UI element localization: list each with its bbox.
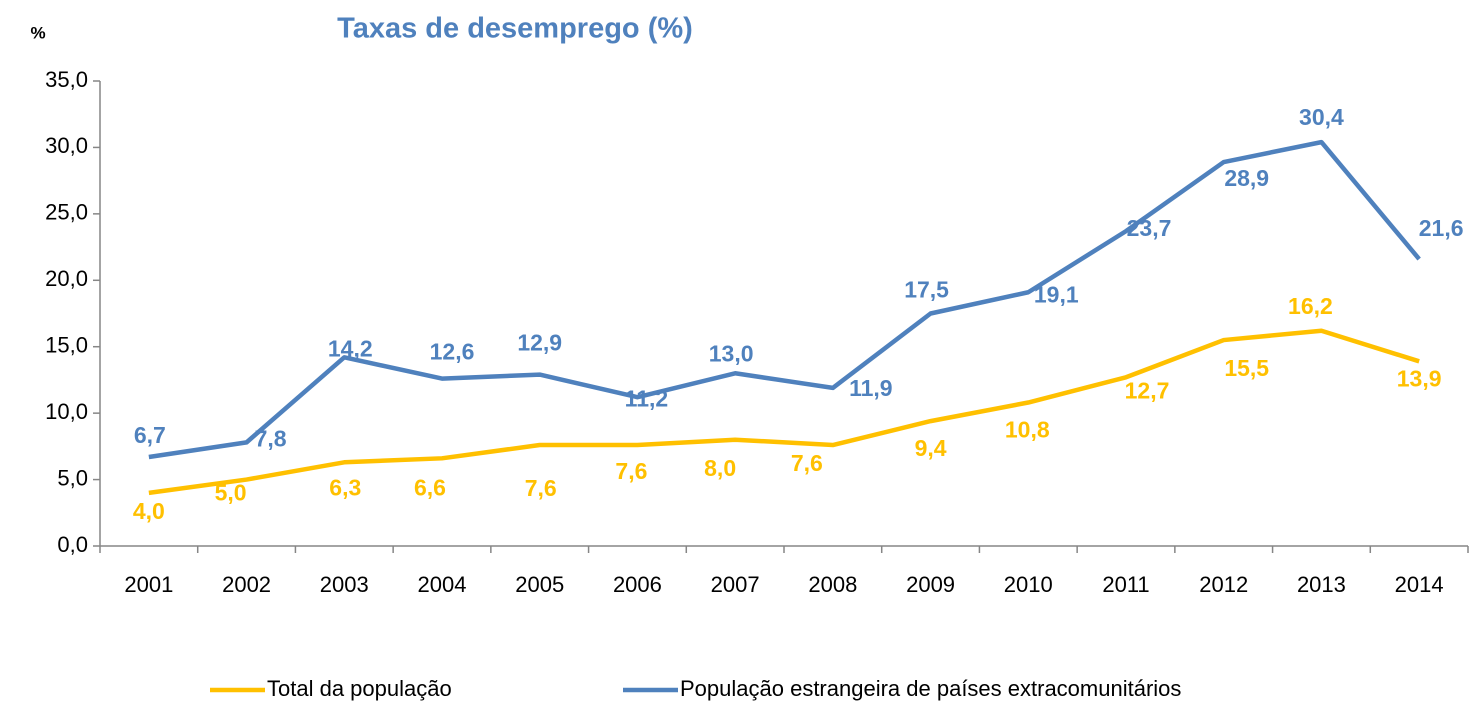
data-label: 23,7 [1127,215,1172,241]
x-tick-label: 2004 [418,572,467,597]
data-label: 5,0 [215,480,247,506]
x-tick-label: 2006 [613,572,662,597]
data-label: 16,2 [1288,293,1333,319]
x-tick-label: 2011 [1102,572,1149,597]
series-line [148,139,1421,460]
data-label: 30,4 [1299,104,1344,130]
data-label: 19,1 [1034,281,1079,307]
data-label: 12,6 [430,339,475,365]
series-line [148,328,1420,496]
x-tick-label: 2010 [1004,572,1053,597]
y-tick-label: 25,0 [45,200,88,225]
data-label: 21,6 [1419,215,1464,241]
legend-label: Total da população [267,676,452,701]
data-label: 7,8 [255,425,287,451]
x-tick-label: 2008 [808,572,857,597]
data-label: 13,0 [709,340,754,366]
data-label: 4,0 [133,498,165,524]
x-tick-label: 2005 [515,572,564,597]
y-tick-label: 15,0 [45,333,88,358]
y-tick-label: 5,0 [57,465,88,490]
y-tick-label: 10,0 [45,399,88,424]
data-label: 12,9 [517,330,562,356]
data-label: 10,8 [1005,417,1050,443]
data-label: 12,7 [1125,377,1170,403]
x-tick-label: 2002 [222,572,271,597]
data-label: 7,6 [525,475,557,501]
data-label: 7,6 [615,458,647,484]
data-label: 8,0 [704,455,736,481]
data-label: 7,6 [791,450,823,476]
x-tick-label: 2012 [1199,572,1248,597]
data-label: 15,5 [1224,355,1269,381]
y-tick-label: 35,0 [45,67,88,92]
x-tick-label: 2003 [320,572,369,597]
legend-label: População estrangeira de países extracom… [680,676,1181,701]
data-label: 13,9 [1397,365,1442,391]
x-tick-label: 2001 [124,572,173,597]
y-tick-label: 30,0 [45,133,88,158]
x-tick-label: 2013 [1297,572,1346,597]
data-label: 14,2 [328,335,373,361]
x-tick-label: 2007 [711,572,760,597]
data-label: 6,3 [329,474,361,500]
data-label: 28,9 [1224,165,1269,191]
x-tick-label: 2014 [1395,572,1444,597]
y-tick-label: 20,0 [45,266,88,291]
data-label: 6,7 [134,422,166,448]
data-label: 6,6 [414,474,446,500]
chart-title: Taxas de desemprego (%) [337,13,693,45]
data-label: 11,9 [849,375,893,401]
data-label: 17,5 [904,277,949,303]
data-label: 9,4 [915,435,947,461]
data-label: 11,2 [625,385,669,411]
y-tick-label: 0,0 [57,532,88,557]
x-tick-label: 2009 [906,572,955,597]
y-axis-label: % [30,23,45,42]
